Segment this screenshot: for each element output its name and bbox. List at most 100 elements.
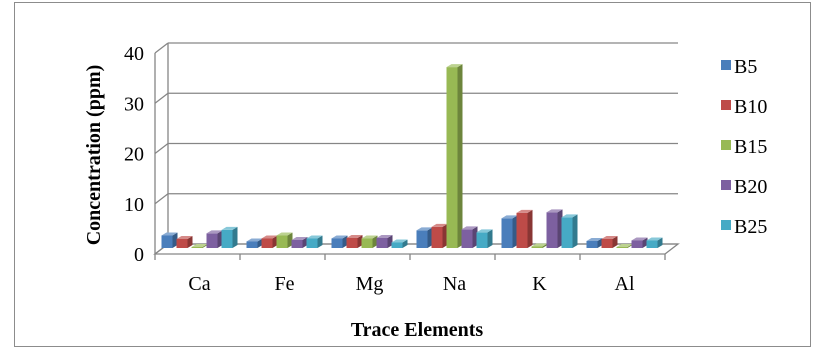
bar-top (261, 235, 278, 239)
bar-top (561, 214, 578, 218)
bar-front (516, 212, 528, 248)
x-tick-label: Ca (188, 273, 210, 295)
y-tick-label: 10 (124, 194, 144, 216)
bar-side (357, 234, 363, 248)
y-tick-label: 40 (124, 43, 144, 65)
bar-front (206, 233, 218, 248)
bar-top (461, 226, 478, 230)
x-tick-label: Mg (356, 273, 384, 295)
y-axis-title: Concentration (ppm) (83, 65, 105, 246)
bar (501, 215, 518, 248)
bar (276, 232, 293, 248)
bar-top (276, 232, 293, 236)
legend: B5 B10 B15 B20 B25 (721, 56, 767, 238)
bar-front (176, 238, 188, 248)
bar (361, 235, 378, 248)
bar-front (346, 237, 358, 248)
legend-label: B20 (734, 176, 767, 198)
gridline-depth (154, 193, 169, 205)
legend-swatch (721, 220, 731, 230)
bar-side (187, 235, 193, 248)
legend-swatch (721, 60, 731, 70)
bar-side (257, 238, 263, 248)
bar-side (472, 226, 478, 248)
bar-top (206, 230, 223, 234)
legend-swatch (721, 100, 731, 110)
bar-front (361, 238, 373, 248)
x-axis-title: Trace Elements (351, 319, 484, 341)
gridline-depth (154, 42, 169, 54)
x-tick-label: Fe (275, 273, 295, 295)
bar (376, 234, 393, 248)
bar-front (476, 232, 488, 248)
bar-top (346, 234, 363, 238)
bar-top (416, 227, 433, 231)
bar-side (342, 235, 348, 248)
bar (306, 235, 323, 248)
bar-front (646, 240, 658, 248)
bar-top (446, 64, 463, 68)
bar-front (416, 230, 428, 248)
bar (531, 243, 548, 248)
bar-top (476, 229, 493, 233)
bar-top (331, 235, 348, 239)
legend-label: B10 (734, 96, 767, 118)
bar-front (431, 226, 443, 248)
bar-top (531, 243, 548, 247)
bar-front (291, 239, 303, 248)
bar-side (442, 223, 448, 248)
bar-top (361, 235, 378, 239)
bar (461, 226, 478, 248)
legend-label: B25 (734, 216, 767, 238)
bar-side (612, 235, 618, 248)
bar-side (572, 214, 578, 248)
bar-side (512, 215, 518, 248)
bar-top (631, 237, 648, 241)
bar-front (376, 237, 388, 248)
bar-side (457, 64, 463, 248)
bar (261, 235, 278, 248)
bar-front (221, 229, 233, 248)
bar (646, 237, 663, 248)
bar-top (376, 234, 393, 238)
chart-frame (14, 2, 811, 347)
bar (446, 64, 463, 248)
bar-side (427, 227, 433, 248)
bar-front (161, 235, 173, 248)
bar-side (527, 209, 533, 248)
bar (601, 235, 618, 248)
bar-front (561, 217, 573, 248)
bar-top (191, 243, 208, 247)
bar-side (642, 237, 648, 248)
y-tick-label: 0 (134, 244, 144, 266)
bar (561, 214, 578, 248)
bar-side (302, 236, 308, 248)
bar (346, 234, 363, 248)
bar-side (217, 230, 223, 248)
bar (416, 227, 433, 248)
x-tick-label: Al (615, 273, 635, 295)
legend-swatch (721, 140, 731, 150)
y-tick-label: 20 (124, 144, 144, 166)
bar-side (627, 243, 633, 248)
bar-front (546, 212, 558, 248)
bar (206, 230, 223, 248)
bar-front (461, 229, 473, 248)
bar (291, 236, 308, 248)
bar-front (191, 246, 203, 248)
bar-top (431, 223, 448, 227)
bar-front (531, 246, 543, 248)
bar-front (586, 240, 598, 248)
bar-top (586, 237, 603, 241)
bar (246, 238, 263, 248)
bar (431, 223, 448, 248)
bar-side (657, 237, 663, 248)
bar (516, 209, 533, 248)
bar (176, 235, 193, 248)
bar (586, 237, 603, 248)
bar-top (391, 239, 408, 243)
bar-top (516, 209, 533, 213)
bar-side (402, 239, 408, 248)
bar-top (176, 235, 193, 239)
